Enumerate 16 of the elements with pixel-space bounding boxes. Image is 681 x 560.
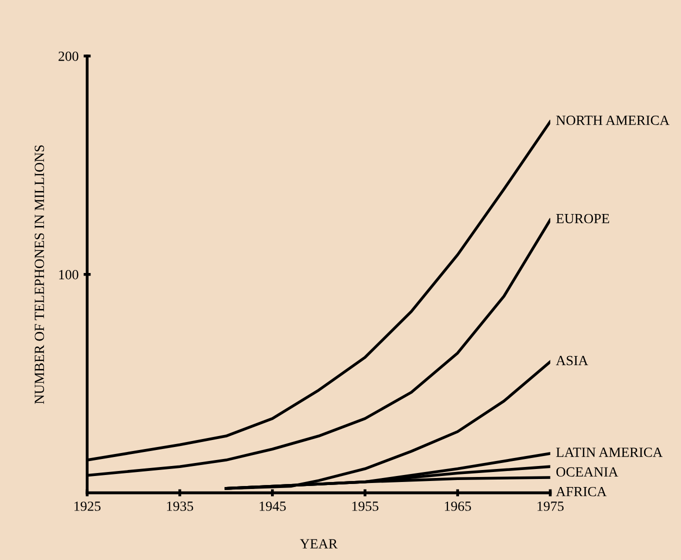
series-label: EUROPE [556, 214, 610, 224]
y-tick-label: 200 [58, 52, 78, 61]
x-tick-label: 1925 [74, 502, 101, 511]
x-axis-title: YEAR [300, 539, 338, 548]
series-label: AFRICA [556, 486, 607, 496]
x-tick-label: 1935 [167, 502, 194, 511]
series-label: LATIN AMERICA [556, 448, 663, 457]
y-tick-label: 100 [59, 270, 78, 280]
x-tick-label: 1945 [260, 502, 286, 511]
y-axis-title: NUMBER OF TELEPHONES IN MILLIONS [34, 145, 44, 404]
series-label: OCEANIA [556, 467, 618, 477]
series-label: ASIA [556, 356, 588, 366]
x-tick-label: 1965 [444, 502, 471, 511]
x-tick-label: 1955 [352, 502, 378, 511]
series-label: NORTH AMERICA [556, 116, 670, 125]
x-tick-label: 1975 [538, 502, 564, 511]
